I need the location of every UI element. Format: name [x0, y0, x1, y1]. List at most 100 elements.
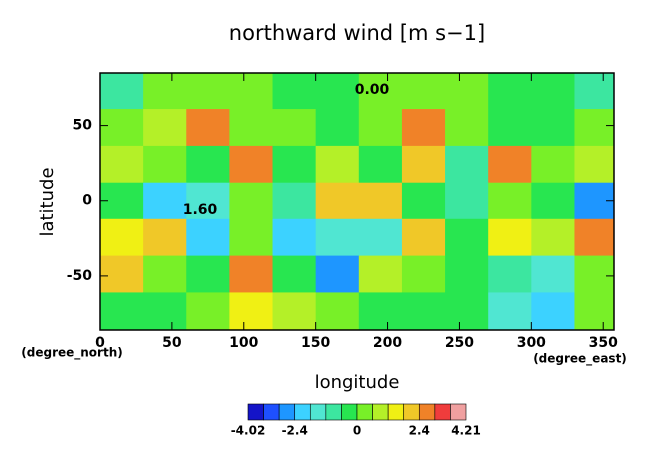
field-cell [315, 218, 360, 257]
field-cell [272, 109, 317, 147]
x-tick-label: 200 [373, 335, 402, 351]
colorbar-bin [309, 403, 327, 421]
field-cell [531, 292, 575, 331]
field-cell [401, 109, 446, 147]
field-cell [186, 109, 230, 147]
field-cell [143, 182, 187, 220]
colorbar-tick-label: -2.4 [282, 424, 308, 438]
field-cell [401, 145, 446, 184]
field-cell [531, 73, 575, 110]
field-cell [229, 109, 274, 147]
field-cell [100, 109, 144, 147]
field-cell [358, 255, 403, 293]
x-tick-label: 300 [517, 335, 546, 351]
field-cell [143, 292, 187, 331]
colorbar-bin [356, 403, 373, 421]
field-cell [531, 218, 575, 257]
field-cell [445, 145, 489, 184]
contour-label: 0.00 [355, 82, 390, 98]
field-cell [143, 145, 187, 184]
field-cell [358, 218, 403, 257]
field-cell [315, 255, 360, 293]
field-cell [531, 255, 575, 293]
field-cell [186, 145, 230, 184]
field-cell [229, 255, 274, 293]
field-cell [143, 109, 187, 147]
field-cell [100, 255, 144, 293]
field-cell [445, 255, 489, 293]
field-cell [445, 182, 489, 220]
x-axis-label: longitude [315, 372, 400, 393]
field-cell [186, 182, 230, 220]
plot-frame [99, 72, 615, 331]
field-cell [229, 145, 274, 184]
field-cell [229, 218, 274, 257]
field-cell [100, 292, 144, 331]
colorbar-bin [372, 403, 389, 421]
field-cell [531, 109, 575, 147]
colorbar-bin [263, 403, 280, 421]
x-tick-label: 100 [229, 335, 258, 351]
field-cell [358, 145, 403, 184]
colorbar-tick-label: 0 [353, 424, 361, 438]
colorbar-tick-label: 2.4 [409, 424, 430, 438]
colorbar-bin [294, 403, 311, 421]
y-unit: (degree_north) [21, 346, 122, 361]
field-cell [229, 73, 274, 110]
field-cell [315, 182, 360, 220]
y-tick-label: -50 [67, 268, 93, 284]
colorbar-bin [450, 403, 467, 421]
contour-label: 1.60 [183, 202, 218, 218]
field-cell [358, 182, 403, 220]
field-cell [229, 182, 274, 220]
x-unit: (degree_east) [533, 352, 627, 367]
field-cell [272, 182, 317, 220]
field-cell [186, 73, 230, 110]
field-cell [100, 73, 144, 110]
field-cell [272, 145, 317, 184]
field-cell [186, 292, 230, 331]
colorbar-bin [278, 403, 296, 421]
field-cell [574, 255, 615, 293]
field-cell [488, 292, 532, 331]
field-cell [574, 292, 615, 331]
field-cell [445, 292, 489, 331]
field-cell [143, 255, 187, 293]
field-cell [100, 145, 144, 184]
field-cell [272, 73, 317, 110]
colorbar-bin [387, 403, 405, 421]
y-axis-label: latitude [37, 167, 58, 236]
field-cell [315, 292, 360, 331]
field-cell [358, 73, 403, 110]
field-cell [445, 73, 489, 110]
field-cell [186, 255, 230, 293]
field-cell [272, 218, 317, 257]
field-cell [315, 145, 360, 184]
field-cell [315, 73, 360, 110]
colorbar-bin [434, 403, 451, 421]
field-cell [229, 292, 274, 331]
x-tick-label: 50 [162, 335, 182, 351]
field-cell [272, 255, 317, 293]
field-cell [143, 218, 187, 257]
y-tick-label: 50 [73, 118, 93, 134]
field-cell [358, 109, 403, 147]
colorbar-tick-label: -4.02 [231, 424, 266, 438]
field-cell [358, 292, 403, 331]
field-cell [143, 73, 187, 110]
field-cell [488, 218, 532, 257]
field-cell [574, 73, 615, 110]
field-cell [531, 145, 575, 184]
colorbar-bin [247, 403, 264, 421]
colorbar-bin [341, 403, 358, 421]
field-cell [488, 182, 532, 220]
x-tick-label: 250 [445, 335, 474, 351]
field-cell [100, 218, 144, 257]
x-tick-label: 350 [589, 335, 618, 351]
field-cell [401, 218, 446, 257]
field-cell [445, 109, 489, 147]
colorbar-bin [418, 403, 436, 421]
field-cell [401, 292, 446, 331]
field-cell [272, 292, 317, 331]
